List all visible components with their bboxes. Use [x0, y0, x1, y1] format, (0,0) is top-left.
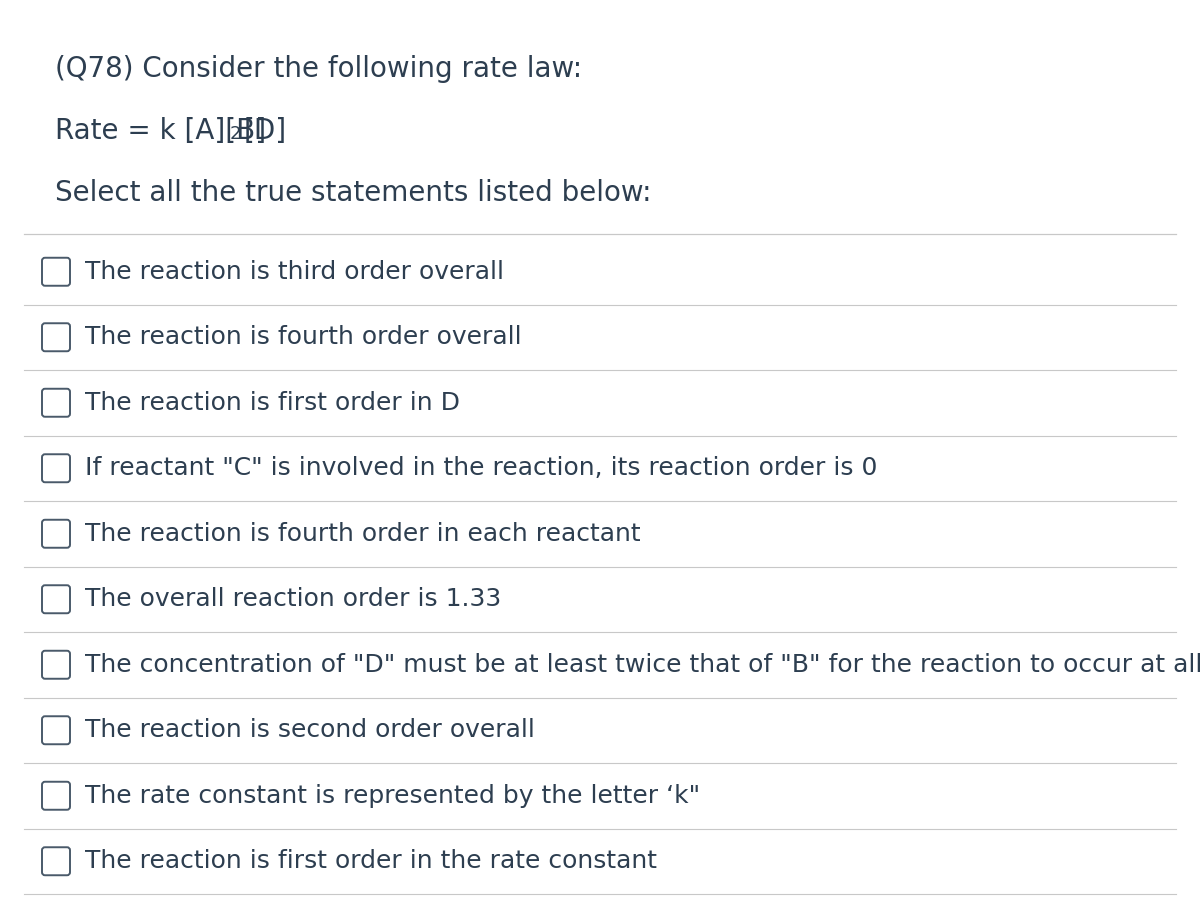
Text: Rate = k [A][B]: Rate = k [A][B] — [55, 117, 266, 145]
Text: The reaction is first order in the rate constant: The reaction is first order in the rate … — [85, 849, 658, 874]
Text: (Q78) Consider the following rate law:: (Q78) Consider the following rate law: — [55, 55, 582, 83]
Text: The reaction is fourth order overall: The reaction is fourth order overall — [85, 325, 522, 349]
Text: [D]: [D] — [244, 117, 287, 145]
Text: The reaction is first order in D: The reaction is first order in D — [85, 391, 460, 415]
Text: Select all the true statements listed below:: Select all the true statements listed be… — [55, 179, 652, 207]
Text: The reaction is third order overall: The reaction is third order overall — [85, 260, 504, 284]
Text: If reactant "C" is involved in the reaction, its reaction order is 0: If reactant "C" is involved in the react… — [85, 456, 877, 480]
Text: 2: 2 — [230, 125, 241, 143]
Text: The rate constant is represented by the letter ‘k": The rate constant is represented by the … — [85, 784, 700, 808]
Text: The overall reaction order is 1.33: The overall reaction order is 1.33 — [85, 587, 502, 611]
Text: The reaction is fourth order in each reactant: The reaction is fourth order in each rea… — [85, 522, 641, 545]
Text: The reaction is second order overall: The reaction is second order overall — [85, 718, 535, 743]
Text: The concentration of "D" must be at least twice that of "B" for the reaction to : The concentration of "D" must be at leas… — [85, 653, 1200, 676]
